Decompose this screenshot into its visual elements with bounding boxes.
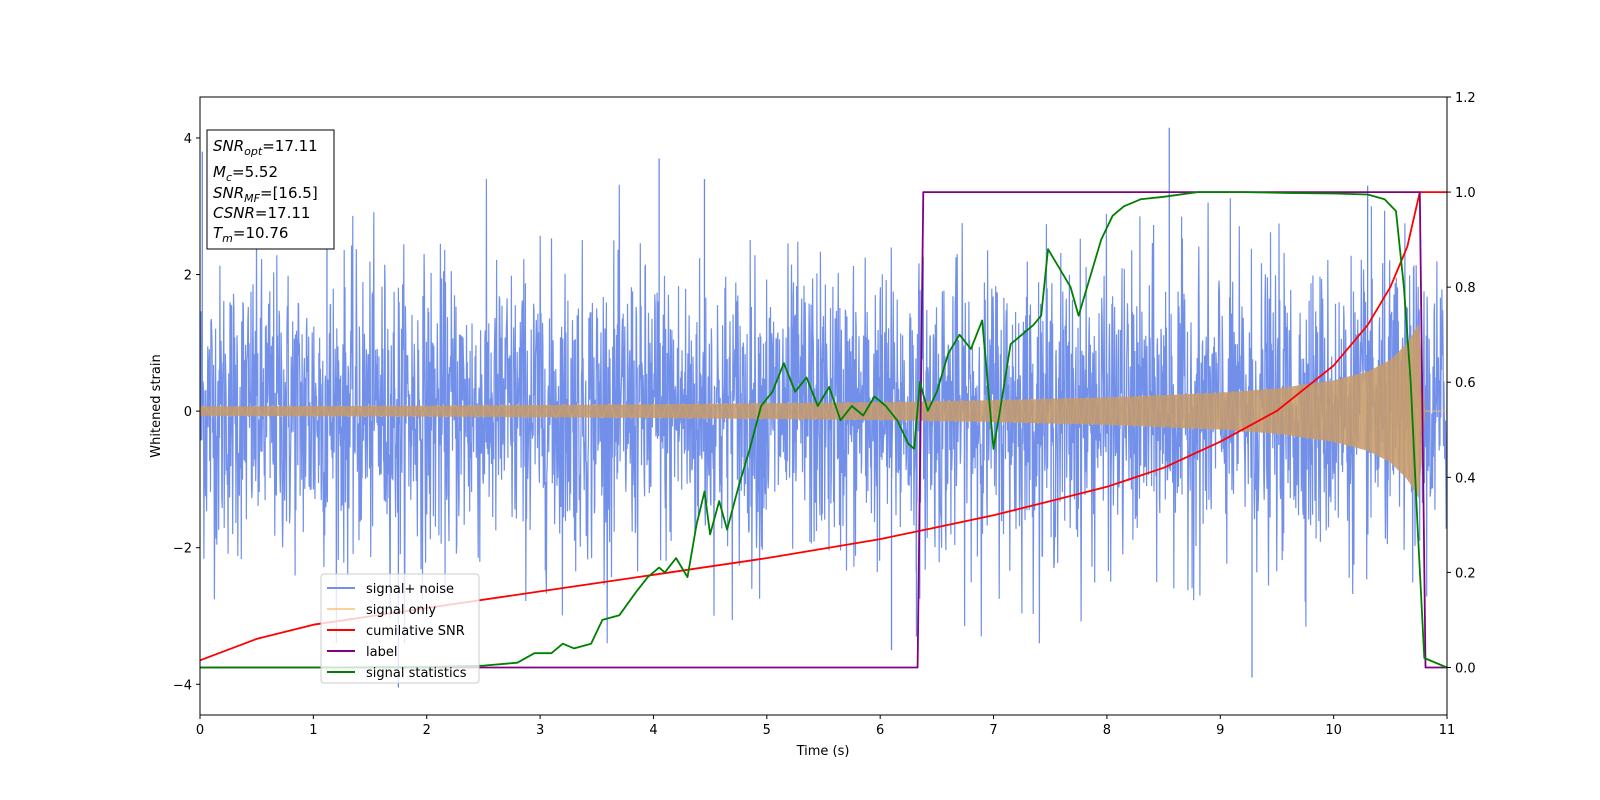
legend-label: signal statistics — [366, 666, 467, 681]
x-tick-label: 9 — [1216, 723, 1224, 738]
y-right-tick-label: 1.2 — [1455, 91, 1476, 106]
y-right-tick-label: 0.6 — [1455, 376, 1476, 391]
info-snr-mf: SNRMF=[16.5] — [213, 184, 318, 205]
x-tick-label: 10 — [1325, 723, 1342, 738]
y-left-tick-label: 0 — [184, 405, 192, 420]
info-mc: Mc=5.52 — [213, 163, 278, 184]
plot-area — [200, 127, 1447, 688]
legend-label: cumilative SNR — [366, 624, 465, 639]
x-tick-label: 5 — [763, 723, 771, 738]
x-axis: 0 1 2 3 4 5 6 7 8 9 10 11 — [196, 715, 1455, 738]
y-axis-right: 0.0 0.2 0.4 0.6 0.8 1.0 1.2 — [1447, 91, 1476, 676]
legend-label: label — [366, 645, 397, 660]
plot-frame — [199, 96, 1448, 716]
x-tick-label: 4 — [649, 723, 657, 738]
legend: signal+ noise signal only cumilative SNR la… — [320, 573, 480, 684]
info-csnr: CSNR=17.11 — [213, 204, 310, 222]
x-tick-label: 7 — [989, 723, 997, 738]
series-signal-statistics-line — [200, 191, 1447, 669]
y-right-tick-label: 0.8 — [1455, 281, 1476, 296]
info-tm: Tm=10.76 — [213, 224, 288, 245]
y-right-tick-label: 0.4 — [1455, 471, 1476, 486]
info-box-frame — [206, 129, 335, 250]
legend-label: signal only — [366, 603, 436, 618]
x-tick-label: 2 — [423, 723, 431, 738]
y-right-tick-label: 0.2 — [1455, 566, 1476, 581]
info-box: SNRopt=17.11 Mc=5.52 SNRMF=[16.5] CSNR=1… — [206, 129, 335, 250]
legend-label: signal+ noise — [366, 582, 454, 597]
x-tick-label: 0 — [196, 723, 204, 738]
y-left-tick-label: 2 — [184, 269, 192, 284]
y-left-tick-label: 4 — [184, 132, 192, 147]
y-right-tick-label: 1.0 — [1455, 186, 1476, 201]
x-tick-label: 11 — [1439, 723, 1456, 738]
x-tick-label: 8 — [1103, 723, 1111, 738]
y-axis-label: Whitened strain — [149, 354, 164, 457]
y-left-tick-label: −4 — [173, 678, 192, 693]
info-snr-opt: SNRopt=17.11 — [213, 137, 318, 158]
y-right-tick-label: 0.0 — [1455, 661, 1476, 676]
x-tick-label: 6 — [876, 723, 884, 738]
y-left-tick-label: −2 — [173, 542, 192, 557]
x-tick-label: 3 — [536, 723, 544, 738]
y-axis-left: −4 −2 0 2 4 — [173, 132, 200, 693]
x-axis-label: Time (s) — [796, 744, 850, 759]
x-tick-label: 1 — [309, 723, 317, 738]
series-label-line — [200, 191, 1447, 669]
series-signal-noise-line — [200, 178, 1447, 644]
signal-only-envelope — [200, 323, 1447, 499]
legend-frame — [320, 573, 480, 684]
